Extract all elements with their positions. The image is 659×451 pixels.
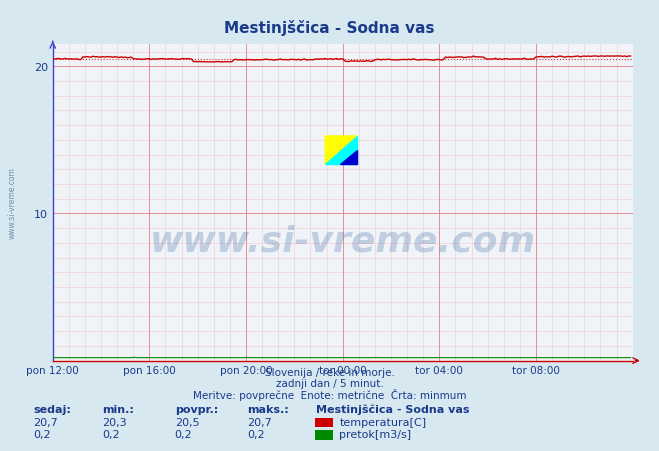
Text: Mestinjščica - Sodna vas: Mestinjščica - Sodna vas (224, 20, 435, 36)
Polygon shape (326, 137, 357, 165)
Text: 20,3: 20,3 (102, 417, 127, 427)
Text: 0,2: 0,2 (175, 429, 192, 439)
Text: min.:: min.: (102, 404, 134, 414)
Text: povpr.:: povpr.: (175, 404, 218, 414)
Text: temperatura[C]: temperatura[C] (339, 417, 426, 427)
Text: 0,2: 0,2 (247, 429, 265, 439)
Text: 20,7: 20,7 (33, 417, 58, 427)
Text: 0,2: 0,2 (33, 429, 51, 439)
Text: maks.:: maks.: (247, 404, 289, 414)
Text: Mestinjščica - Sodna vas: Mestinjščica - Sodna vas (316, 404, 470, 414)
Text: Meritve: povprečne  Enote: metrične  Črta: minmum: Meritve: povprečne Enote: metrične Črta:… (192, 388, 467, 400)
Polygon shape (326, 137, 357, 165)
Text: pretok[m3/s]: pretok[m3/s] (339, 429, 411, 439)
Text: Slovenija / reke in morje.: Slovenija / reke in morje. (264, 368, 395, 377)
Text: www.si-vreme.com: www.si-vreme.com (8, 167, 17, 239)
Text: 20,5: 20,5 (175, 417, 199, 427)
Polygon shape (339, 151, 357, 165)
Text: 0,2: 0,2 (102, 429, 120, 439)
Text: zadnji dan / 5 minut.: zadnji dan / 5 minut. (275, 378, 384, 388)
Text: sedaj:: sedaj: (33, 404, 71, 414)
Text: 20,7: 20,7 (247, 417, 272, 427)
Text: www.si-vreme.com: www.si-vreme.com (150, 224, 536, 258)
